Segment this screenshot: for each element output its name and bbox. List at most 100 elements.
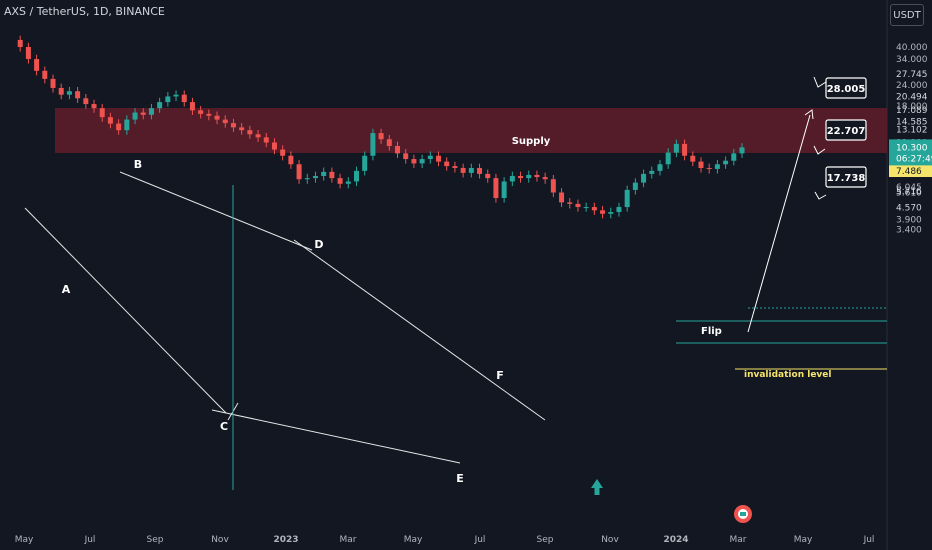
target-label: 17.738 [827,173,866,184]
candle-body [518,175,524,179]
x-tick-label: Mar [340,535,357,545]
candle-body [444,161,450,167]
candle-body [657,164,663,171]
x-tick-label: Nov [211,535,229,545]
price-tag-label: 5.610 [896,188,922,198]
candle-body [427,155,433,160]
current-price-label: 10.300 [896,143,928,153]
wave-label: E [456,472,464,485]
candle-body [91,104,97,109]
candle-body [608,212,614,214]
x-tick-label: Sep [147,535,164,545]
y-tick-label: 3.900 [896,215,922,225]
wave-label: F [496,369,504,382]
candle-body [534,174,540,178]
candle-body [641,173,647,183]
candle-body [600,210,606,214]
supply-zone [55,108,887,153]
candle-body [665,152,671,165]
candle-body [329,171,335,179]
candle-body [583,207,589,209]
wave-label: D [314,238,323,251]
candles [17,35,745,219]
candle-body [189,102,195,111]
candle-body [304,178,310,180]
x-tick-label: 2024 [663,535,688,545]
candle-body [173,94,179,97]
target-box: 22.707 [825,119,867,141]
candle-body [731,153,737,161]
candle-body [75,91,81,99]
candle-body [148,108,154,115]
target-label: 22.707 [827,126,866,137]
candle-body [436,155,442,162]
x-tick-label: May [794,535,813,545]
candle-body [198,110,204,114]
price-tag-label: 20.494 [896,92,928,102]
x-tick-label: May [15,535,34,545]
up-arrow-icon [591,479,603,495]
candle-body [345,181,351,184]
candle-body [403,153,409,160]
y-tick-label: 3.400 [896,225,922,235]
candle-body [419,159,425,164]
candle-body [288,155,294,165]
candle-body [206,113,212,116]
candle-body [50,78,56,88]
candle-body [411,159,417,164]
candle-body [542,177,548,180]
y-tick-label: 6.045 [896,183,922,193]
candle-body [140,112,146,115]
x-tick-label: Jul [474,535,486,545]
candle-body [673,143,679,153]
symbol-header: AXS / TetherUS, 1D, BINANCE [4,5,165,18]
candle-body [468,167,474,173]
candle-body [181,94,187,103]
candle-body [263,137,269,143]
currency-button[interactable]: USDT [890,4,924,26]
candle-body [550,179,556,193]
price-tag-label: 4.570 [896,204,922,214]
candle-body [280,149,286,156]
x-tick-label: May [404,535,423,545]
candle-body [337,178,343,184]
y-tick-label: 24.000 [896,81,928,91]
candle-body [460,167,466,173]
price-tag-label: 5.716 [896,187,922,197]
x-tick-label: Sep [537,535,554,545]
candle-body [493,178,499,198]
price-tag [889,164,932,178]
candle-body [386,139,392,146]
candle-body [255,134,261,138]
candle-body [452,166,458,168]
candle-body [501,181,507,198]
x-tick-label: Jul [863,535,875,545]
candle-body [649,170,655,174]
target-box: 17.738 [825,166,867,188]
x-tick-label: Nov [601,535,619,545]
invalidation-label: invalidation level [744,370,831,380]
candle-body [477,167,483,174]
price-tag-label: 13.102 [896,126,928,136]
candle-body [353,170,359,182]
current-price-tag [889,139,932,166]
candle-body [714,164,720,169]
candle-body [698,161,704,168]
x-axis: May Jul Sep Nov 2023 Mar May Jul Sep Nov 2024 Mar Ma… [15,535,875,545]
candle-body [132,112,138,120]
target-label: 28.005 [827,84,866,95]
candle-body [362,155,368,171]
x-tick-label: Mar [730,535,747,545]
candle-body [271,142,277,150]
price-tag-label: 17.089 [896,106,928,116]
y-tick-label: 18.000 [896,102,928,112]
candle-body [214,115,220,120]
candle-body [66,91,72,95]
candle-body [165,96,171,103]
candle-body [559,192,565,203]
candle-body [526,174,532,179]
price-tags: 27.74520.49417.08914.58513.1028.9415.716… [889,70,932,214]
candle-body [739,147,745,154]
price-tag-label: 14.585 [896,118,928,128]
